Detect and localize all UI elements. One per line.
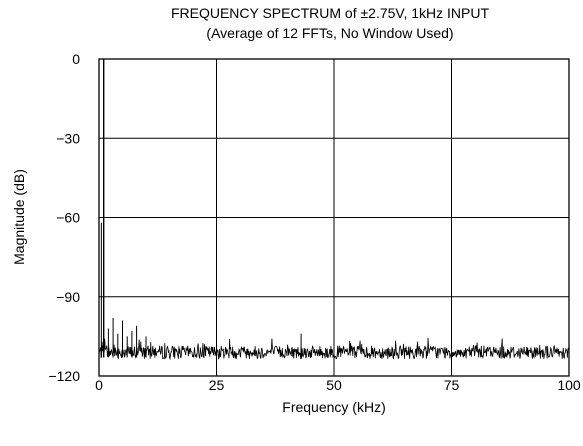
chart-title-line2: (Average of 12 FFTs, No Window Used): [206, 25, 453, 41]
y-tick-label: −120: [48, 368, 80, 384]
y-tick-label: −30: [56, 130, 80, 146]
y-tick-label: −90: [56, 289, 80, 305]
chart-title-line1: FREQUENCY SPECTRUM of ±2.75V, 1kHz INPUT: [171, 5, 490, 21]
x-tick-labels: 0 25 50 75 100: [95, 377, 581, 393]
x-tick-label: 100: [557, 377, 581, 393]
grid-lines: [99, 59, 569, 376]
y-axis-label: Magnitude (dB): [11, 169, 27, 265]
x-tick-label: 25: [209, 377, 225, 393]
y-tick-labels: 0 −30 −60 −90 −120: [48, 51, 80, 384]
x-axis-label: Frequency (kHz): [282, 399, 385, 415]
noise-floor-trace: [98, 337, 570, 361]
y-tick-label: 0: [72, 51, 80, 67]
x-tick-label: 75: [444, 377, 460, 393]
plot-frame: [98, 58, 570, 377]
spectrum-series: [98, 59, 570, 361]
x-tick-label: 50: [326, 377, 342, 393]
x-tick-label: 0: [95, 377, 103, 393]
y-tick-label: −60: [56, 210, 80, 226]
